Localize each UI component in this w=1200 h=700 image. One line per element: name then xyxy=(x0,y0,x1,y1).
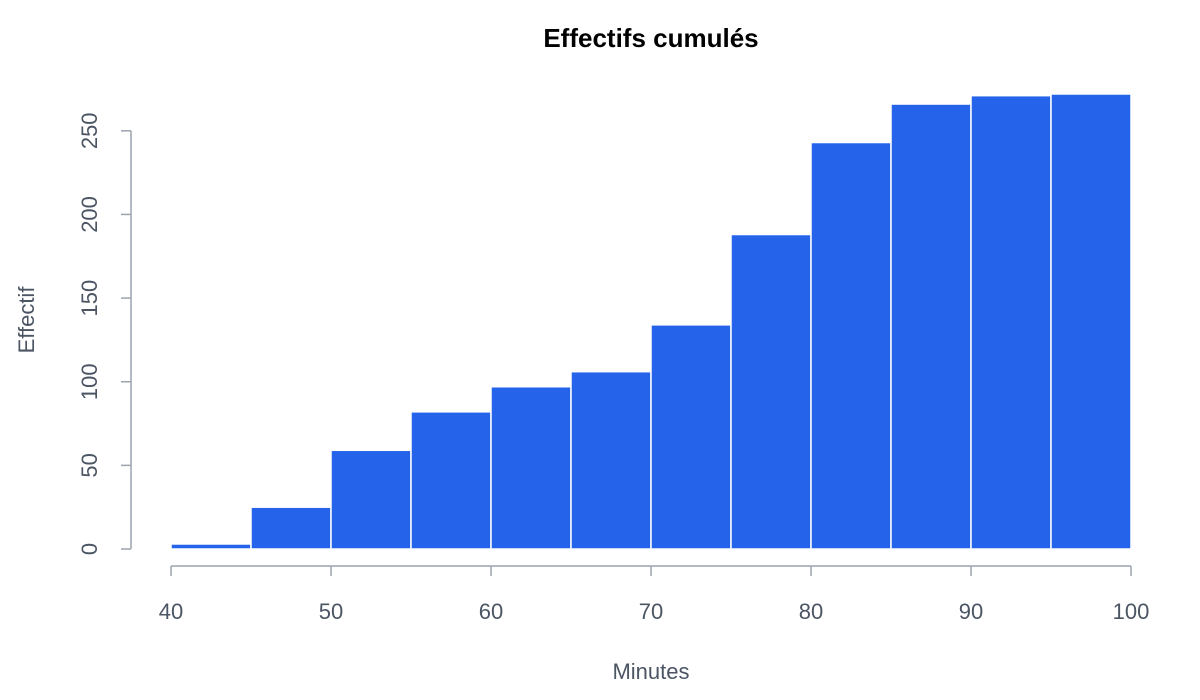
x-tick-label: 100 xyxy=(1113,599,1150,624)
bar xyxy=(330,449,412,550)
bar xyxy=(650,324,732,550)
bar xyxy=(890,103,972,550)
bar xyxy=(570,370,652,550)
x-axis-label: Minutes xyxy=(612,659,689,684)
x-tick-label: 80 xyxy=(799,599,823,624)
y-tick-label: 200 xyxy=(77,196,102,233)
bar xyxy=(970,94,1052,550)
bar xyxy=(730,233,812,550)
x-tick-label: 90 xyxy=(959,599,983,624)
x-tick-label: 50 xyxy=(319,599,343,624)
x-tick-label: 70 xyxy=(639,599,663,624)
y-tick-label: 150 xyxy=(77,280,102,317)
bar xyxy=(410,411,492,550)
bar xyxy=(1050,93,1132,550)
bar xyxy=(810,141,892,550)
bar xyxy=(490,385,572,550)
x-tick-label: 40 xyxy=(159,599,183,624)
y-tick-label: 100 xyxy=(77,363,102,400)
y-axis-label: Effectif xyxy=(14,286,39,354)
y-tick-label: 0 xyxy=(77,543,102,555)
chart-title: Effectifs cumulés xyxy=(543,23,758,53)
x-tick-label: 60 xyxy=(479,599,503,624)
y-tick-label: 50 xyxy=(77,453,102,477)
bar xyxy=(250,506,332,550)
bar xyxy=(170,543,252,550)
y-tick-label: 250 xyxy=(77,112,102,149)
